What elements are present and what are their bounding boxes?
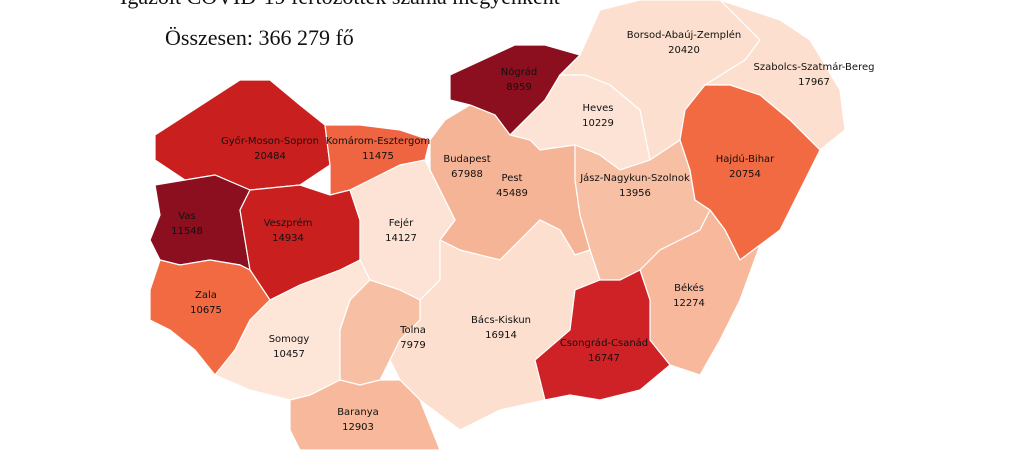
county-name: Somogy: [269, 334, 310, 345]
county-value: 8959: [506, 82, 531, 93]
county-value: 11475: [362, 151, 394, 162]
county-name: Baranya: [337, 407, 379, 418]
county-shape: [149, 174, 251, 272]
county-value: 16914: [485, 330, 517, 341]
county-name: Veszprém: [264, 217, 313, 229]
county-name: Nógrád: [501, 66, 538, 78]
county-value: 20484: [254, 151, 286, 162]
county-value: 45489: [496, 188, 528, 199]
county-shape: [289, 379, 441, 450]
county-shape: [154, 79, 331, 191]
county-name: Borsod-Abaúj-Zemplén: [627, 29, 742, 41]
county-value: 12274: [673, 298, 705, 309]
county-name: Szabolcs-Szatmár-Bereg: [754, 61, 875, 73]
county-name: Csongrád-Csanád: [560, 337, 648, 349]
county-name: Győr-Moson-Sopron: [221, 135, 319, 147]
subtitle: Összesen: 366 279 fő: [165, 25, 354, 50]
county-value: 67988: [451, 169, 483, 180]
county-value: 14934: [272, 233, 304, 244]
county-value: 10675: [190, 305, 222, 316]
county-name: Fejér: [389, 217, 414, 229]
county-value: 14127: [385, 233, 417, 244]
county-value: 16747: [588, 353, 620, 364]
county-shape: [339, 279, 421, 386]
county-name: Bács-Kiskun: [471, 314, 531, 326]
counties: [149, 0, 846, 450]
county-name: Vas: [178, 211, 195, 222]
county-name: Hajdú-Bihar: [716, 153, 775, 165]
county-name: Pest: [502, 173, 523, 184]
county-value: 20420: [668, 45, 700, 56]
county-value: 10457: [273, 349, 305, 360]
county-value: 20754: [729, 169, 761, 180]
county-name: Komárom-Esztergom: [326, 135, 430, 147]
county-value: 13956: [619, 188, 651, 199]
county-value: 10229: [582, 118, 614, 129]
county-value: 7979: [400, 340, 425, 351]
county-name: Tolna: [399, 325, 426, 336]
county-name: Budapest: [443, 154, 490, 165]
county-labels: Nógrád 8959 Borsod-Abaúj-Zemplén 20420 Szabo…: [171, 29, 874, 433]
county-name: Jász-Nagykun-Szolnok: [579, 172, 690, 184]
county-value: 12903: [342, 422, 374, 433]
county-value: 17967: [798, 77, 830, 88]
county-name: Heves: [583, 103, 614, 114]
county-shape: [534, 269, 671, 401]
county-value: 11548: [171, 226, 203, 237]
county-name: Békés: [674, 282, 704, 294]
county-name: Zala: [195, 290, 217, 301]
title: Igazolt COVID-19 fertőzöttek száma megyé…: [120, 0, 560, 9]
